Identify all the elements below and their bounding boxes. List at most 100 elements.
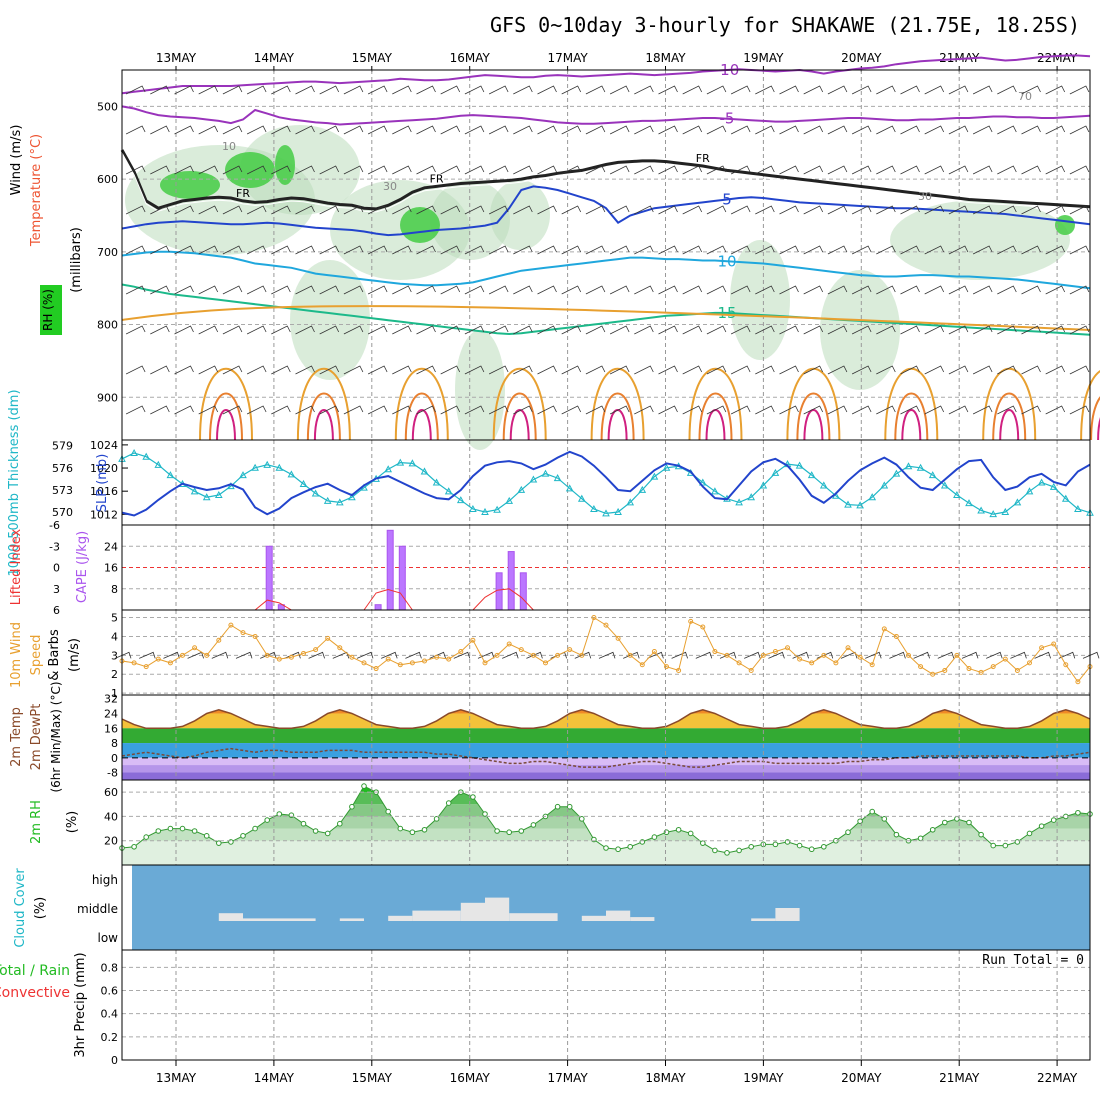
temperature-contour xyxy=(121,250,1091,290)
wind-barb xyxy=(972,245,993,255)
wind-barb xyxy=(1021,285,1041,295)
wind-speed-point xyxy=(966,666,972,672)
wind-barb xyxy=(730,85,751,95)
wind-barb xyxy=(730,285,751,295)
wind-speed-point xyxy=(204,652,210,658)
wind-barb xyxy=(585,205,606,215)
wind-barb xyxy=(392,365,412,375)
wind-barb xyxy=(367,85,388,95)
thickness-point xyxy=(239,471,247,479)
wind-barb xyxy=(658,285,678,295)
wind-barb xyxy=(706,325,727,335)
wind-barb xyxy=(464,125,485,135)
wind-barb xyxy=(827,245,848,255)
wind-barb xyxy=(682,405,703,415)
wind-barb xyxy=(150,405,170,415)
wind-barb xyxy=(246,165,267,175)
wind-barb xyxy=(537,285,557,295)
wind-barb xyxy=(924,405,945,415)
slp-tick-label: 1016 xyxy=(90,485,118,498)
wind-barb xyxy=(343,325,364,335)
wind-barb xyxy=(343,205,364,215)
thickness-point xyxy=(819,481,828,489)
freezing-level-line-inner xyxy=(121,152,1091,213)
thickness-point xyxy=(384,465,393,473)
rh-axis-label-1: 2m RH xyxy=(29,800,44,844)
wind-barb xyxy=(755,85,775,95)
wind-barb xyxy=(125,405,146,415)
wind-barb xyxy=(851,165,872,175)
thickness-point xyxy=(299,479,308,487)
wind-barb xyxy=(561,125,582,135)
top-date-label: 18MAY xyxy=(645,51,686,65)
wind-barb xyxy=(271,165,291,175)
wind-barb xyxy=(381,651,398,659)
rh-point xyxy=(821,843,827,850)
wind-speed-point xyxy=(700,624,706,630)
wind-barb xyxy=(440,285,461,295)
wind-barb xyxy=(222,325,243,335)
rh-point xyxy=(845,829,851,836)
cloud-axis-label-1: Cloud Cover xyxy=(13,868,28,948)
wind-speed-point xyxy=(869,662,875,668)
rh-point xyxy=(1038,823,1045,829)
precip-panel: 0 0.2 0.4 0.6 0.8 Run Total = 0 Total / Rain Co… xyxy=(0,949,1091,1067)
cloud-bar xyxy=(751,918,776,921)
wind-barb xyxy=(900,125,920,135)
rh-point xyxy=(1075,809,1081,816)
wind-barb xyxy=(609,205,630,215)
temperature-contour-low xyxy=(796,392,831,441)
wind-barb xyxy=(222,245,243,255)
wind-barb xyxy=(139,651,156,659)
thickness-point xyxy=(1013,498,1022,506)
rh-tick-label: 60 xyxy=(104,786,118,799)
wind-barb xyxy=(913,651,930,659)
wind-barb xyxy=(682,125,703,135)
wind-barb xyxy=(634,325,654,335)
thickness-point xyxy=(541,469,550,477)
wind-barb xyxy=(343,165,364,175)
wind-barb xyxy=(803,85,824,95)
chart-title: GFS 0~10day 3-hourly for SHAKAWE (21.75E… xyxy=(490,13,1080,37)
rh-tick-label: 20 xyxy=(104,835,118,848)
wind-barb xyxy=(730,205,751,215)
temperature-contour-low xyxy=(404,392,439,441)
wind-barb xyxy=(198,285,219,295)
wind-barb xyxy=(827,365,848,375)
wind-barb xyxy=(332,651,350,659)
wind-barb xyxy=(876,405,896,415)
wind-barb xyxy=(198,325,219,335)
wind-barb xyxy=(1045,245,1066,255)
temperature-contour-low xyxy=(999,409,1020,441)
wind-speed-point xyxy=(276,656,282,662)
wind-barb xyxy=(658,325,678,335)
wind-barb xyxy=(246,325,267,335)
wind-speed-point xyxy=(857,654,863,660)
rh-point xyxy=(1026,830,1033,837)
wind-speed-point xyxy=(482,660,488,666)
wind-barb xyxy=(295,205,315,215)
wind-barb xyxy=(647,651,664,659)
wind-barb xyxy=(488,325,509,335)
cape-axis-label: CAPE (J/kg) xyxy=(75,531,90,603)
wind-barb xyxy=(440,405,461,415)
wind-barb xyxy=(730,125,751,135)
rh-contour-label: 10 xyxy=(222,140,236,153)
thickness-point xyxy=(335,498,344,506)
wind-barb xyxy=(972,285,993,295)
temperature-tick-label: 0 xyxy=(111,752,118,765)
wind-barb xyxy=(997,245,1017,255)
wind-speed-point xyxy=(180,652,185,658)
wind-barb xyxy=(246,125,267,135)
top-date-label: 13MAY xyxy=(156,51,197,65)
wind-barb xyxy=(779,165,799,175)
wind-barb xyxy=(876,245,896,255)
wind-barb xyxy=(779,405,799,415)
wind-speed-point xyxy=(288,654,294,660)
wind-barb xyxy=(634,125,654,135)
wind-barb xyxy=(464,325,485,335)
dewpoint-line xyxy=(121,747,1091,768)
rh-point xyxy=(421,826,428,833)
temperature-contour-low xyxy=(411,409,432,441)
wind-barb xyxy=(319,245,340,255)
